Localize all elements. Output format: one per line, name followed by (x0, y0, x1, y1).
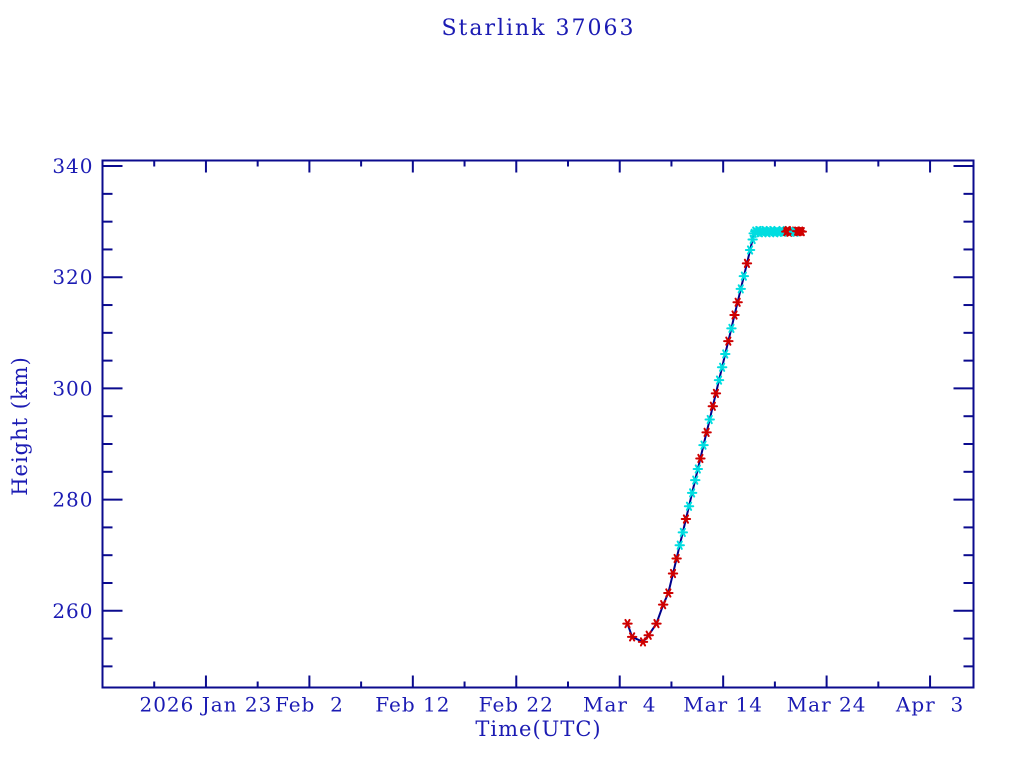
data-marker-cyan (740, 271, 747, 281)
data-marker-red (673, 553, 680, 564)
y-tick-label: 260 (52, 599, 93, 623)
data-marker-red (709, 401, 716, 411)
data-marker-red (624, 618, 631, 629)
x-tick-label: Mar 24 (787, 693, 867, 717)
data-marker-cyan (749, 234, 756, 245)
data-marker-red (725, 336, 732, 346)
chart-title: Starlink 37063 (441, 16, 636, 41)
data-marker-red (743, 258, 751, 268)
height-series-line (626, 229, 803, 643)
data-marker-cyan (706, 414, 713, 425)
data-marker-cyan (692, 475, 699, 485)
data-marker-red (697, 453, 704, 464)
data-marker-red (665, 588, 672, 598)
data-marker-cyan (679, 527, 686, 538)
data-marker-cyan (719, 362, 726, 372)
data-marker-cyan (746, 245, 754, 255)
data-marker-red (660, 600, 667, 610)
x-tick-label: Mar 4 (583, 693, 656, 717)
data-marker-red (669, 568, 677, 579)
y-tick-label: 340 (52, 154, 93, 178)
x-tick-label: Feb 22 (479, 693, 554, 717)
data-marker-cyan (737, 284, 744, 294)
y-tick-label: 320 (52, 265, 93, 289)
y-tick-label: 280 (52, 488, 93, 512)
x-tick-label: 2026 Jan 23 (139, 693, 272, 717)
data-marker-red (703, 427, 710, 437)
data-marker-cyan (676, 540, 683, 550)
data-marker-cyan (685, 501, 693, 511)
x-tick-label: Mar 14 (683, 693, 763, 717)
x-tick-label: Apr 3 (895, 693, 964, 717)
data-marker-cyan (689, 488, 696, 498)
x-axis-title: Time(UTC) (475, 717, 602, 741)
x-tick-label: Feb 2 (275, 693, 344, 717)
x-tick-label: Feb 12 (375, 693, 450, 717)
data-marker-red (682, 514, 690, 524)
data-marker-cyan (694, 464, 701, 474)
plot-frame (101, 159, 975, 689)
data-marker-red (639, 637, 647, 647)
data-marker-red (734, 297, 741, 307)
data-marker-red (798, 227, 805, 237)
data-marker-cyan (700, 440, 707, 450)
data-marker-cyan (728, 323, 735, 334)
data-marker-red (712, 388, 720, 399)
data-marker-red (653, 618, 660, 629)
y-tick-label: 300 (52, 376, 93, 400)
data-marker-red (629, 632, 636, 642)
data-marker-red (731, 310, 738, 320)
data-marker-cyan (715, 375, 723, 385)
data-marker-cyan (722, 349, 729, 359)
data-marker-red (645, 630, 652, 640)
